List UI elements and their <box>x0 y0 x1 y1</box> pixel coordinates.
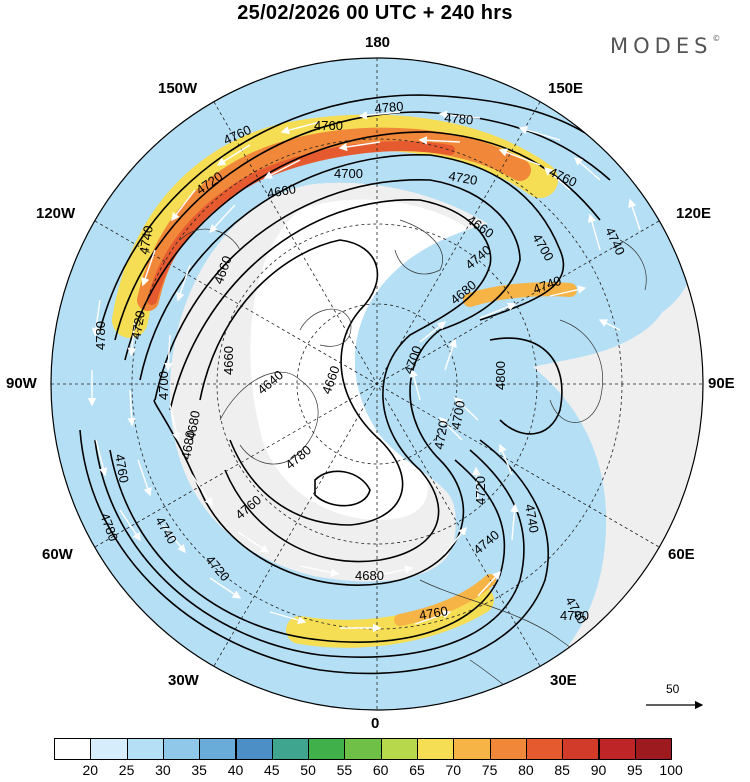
lon-label-150w: 150W <box>158 80 198 97</box>
colorbar-swatch <box>162 738 201 760</box>
graticule <box>51 58 703 710</box>
colorbar-swatch <box>126 738 164 760</box>
colorbar-swatch <box>598 738 636 760</box>
colorbar-swatch <box>453 738 491 760</box>
colorbar-tick-label: 35 <box>191 762 207 778</box>
contour-label: 4720 <box>473 476 488 505</box>
reference-vector-label: 50 <box>666 682 680 696</box>
colorbar-tick-label: 40 <box>227 762 244 778</box>
lon-label-120w: 120W <box>36 205 76 222</box>
colorbar-swatch <box>344 738 382 760</box>
colorbar-tick-label: 75 <box>481 762 498 778</box>
contour-label: 4800 <box>493 361 508 390</box>
lon-label-60w: 60W <box>42 546 73 563</box>
colorbar-tick-label: 30 <box>155 762 171 778</box>
colorbar-swatch <box>199 738 237 760</box>
brand-logo: MODES© <box>610 34 721 58</box>
colorbar-tick-label: 55 <box>336 762 353 778</box>
contour-label: 4760 <box>418 603 449 623</box>
colorbar-tick-label: 90 <box>590 762 607 778</box>
colorbar-swatch <box>417 738 455 760</box>
jet-core-asia <box>463 282 577 307</box>
colorbar-tick-label: 45 <box>264 762 280 778</box>
colorbar-swatch <box>634 738 673 760</box>
contour-label: 4660 <box>221 346 236 375</box>
contour-label: 4720 <box>431 419 451 450</box>
colorbar-tick-label: 80 <box>518 762 534 778</box>
lon-label-30w: 30W <box>168 672 199 689</box>
colorbar-swatch <box>525 738 564 760</box>
colorbar-tick-label: 20 <box>82 762 99 778</box>
colorbar-swatch <box>54 738 92 760</box>
colorbar-swatch <box>90 738 128 760</box>
lon-label-90w: 90W <box>6 375 37 392</box>
lon-label-60e: 60E <box>668 546 695 563</box>
contour-label: 4780 <box>93 321 108 350</box>
lon-label-0: 0 <box>371 715 380 732</box>
colorbar-tick-label: 50 <box>300 762 316 778</box>
colorbar-swatch <box>562 738 600 760</box>
contour-label: 4740 <box>522 503 542 534</box>
colorbar-swatch <box>489 738 527 760</box>
contour-label: 4720 <box>128 309 148 340</box>
lon-label-30e: 30E <box>550 672 577 689</box>
colorbar-tick-label: 100 <box>659 762 683 778</box>
contour-label: 4700 <box>560 608 589 623</box>
colorbar-swatch <box>235 738 273 760</box>
colorbar-tick-label: 60 <box>372 762 389 778</box>
contour-label: 4720 <box>447 168 478 188</box>
map-border <box>50 57 704 711</box>
wind-vectors <box>87 110 641 633</box>
contour-label: 4760 <box>314 118 343 133</box>
colorbar-tick-label: 85 <box>554 762 570 778</box>
lon-label-90e: 90E <box>708 375 735 392</box>
colorbar-swatch <box>271 738 310 760</box>
lon-label-150e: 150E <box>548 80 584 97</box>
contour-label: 4780 <box>374 99 404 116</box>
colorbar-swatch <box>308 738 346 760</box>
colorbar-tick-label: 95 <box>627 762 643 778</box>
contour-label: 4680 <box>178 429 198 460</box>
height-contours <box>79 94 621 675</box>
lon-label-120e: 120E <box>676 205 712 222</box>
map-title: 25/02/2026 00 UTC + 240 hrs <box>237 2 513 24</box>
contour-label: 4760 <box>112 453 132 484</box>
jet-core-atlantic <box>286 586 494 648</box>
wind-speed-shading <box>51 58 620 710</box>
contour-label: 4780 <box>444 110 474 127</box>
contour-label: 4660 <box>266 181 297 201</box>
colorbar-tick-label: 70 <box>445 762 462 778</box>
lon-label-180: 180 <box>365 34 391 51</box>
contour-label: 4680 <box>355 568 384 583</box>
colorbar-tick-label: 65 <box>409 762 425 778</box>
contour-label: 4700 <box>448 399 468 430</box>
contour-label: 4740 <box>136 224 156 255</box>
contour-label: 4680 <box>183 409 203 440</box>
contour-label: 4700 <box>334 166 363 181</box>
contour-label: 4700 <box>156 371 171 400</box>
colorbar-tick-label: 25 <box>118 762 135 778</box>
colorbar-swatch <box>380 738 418 760</box>
